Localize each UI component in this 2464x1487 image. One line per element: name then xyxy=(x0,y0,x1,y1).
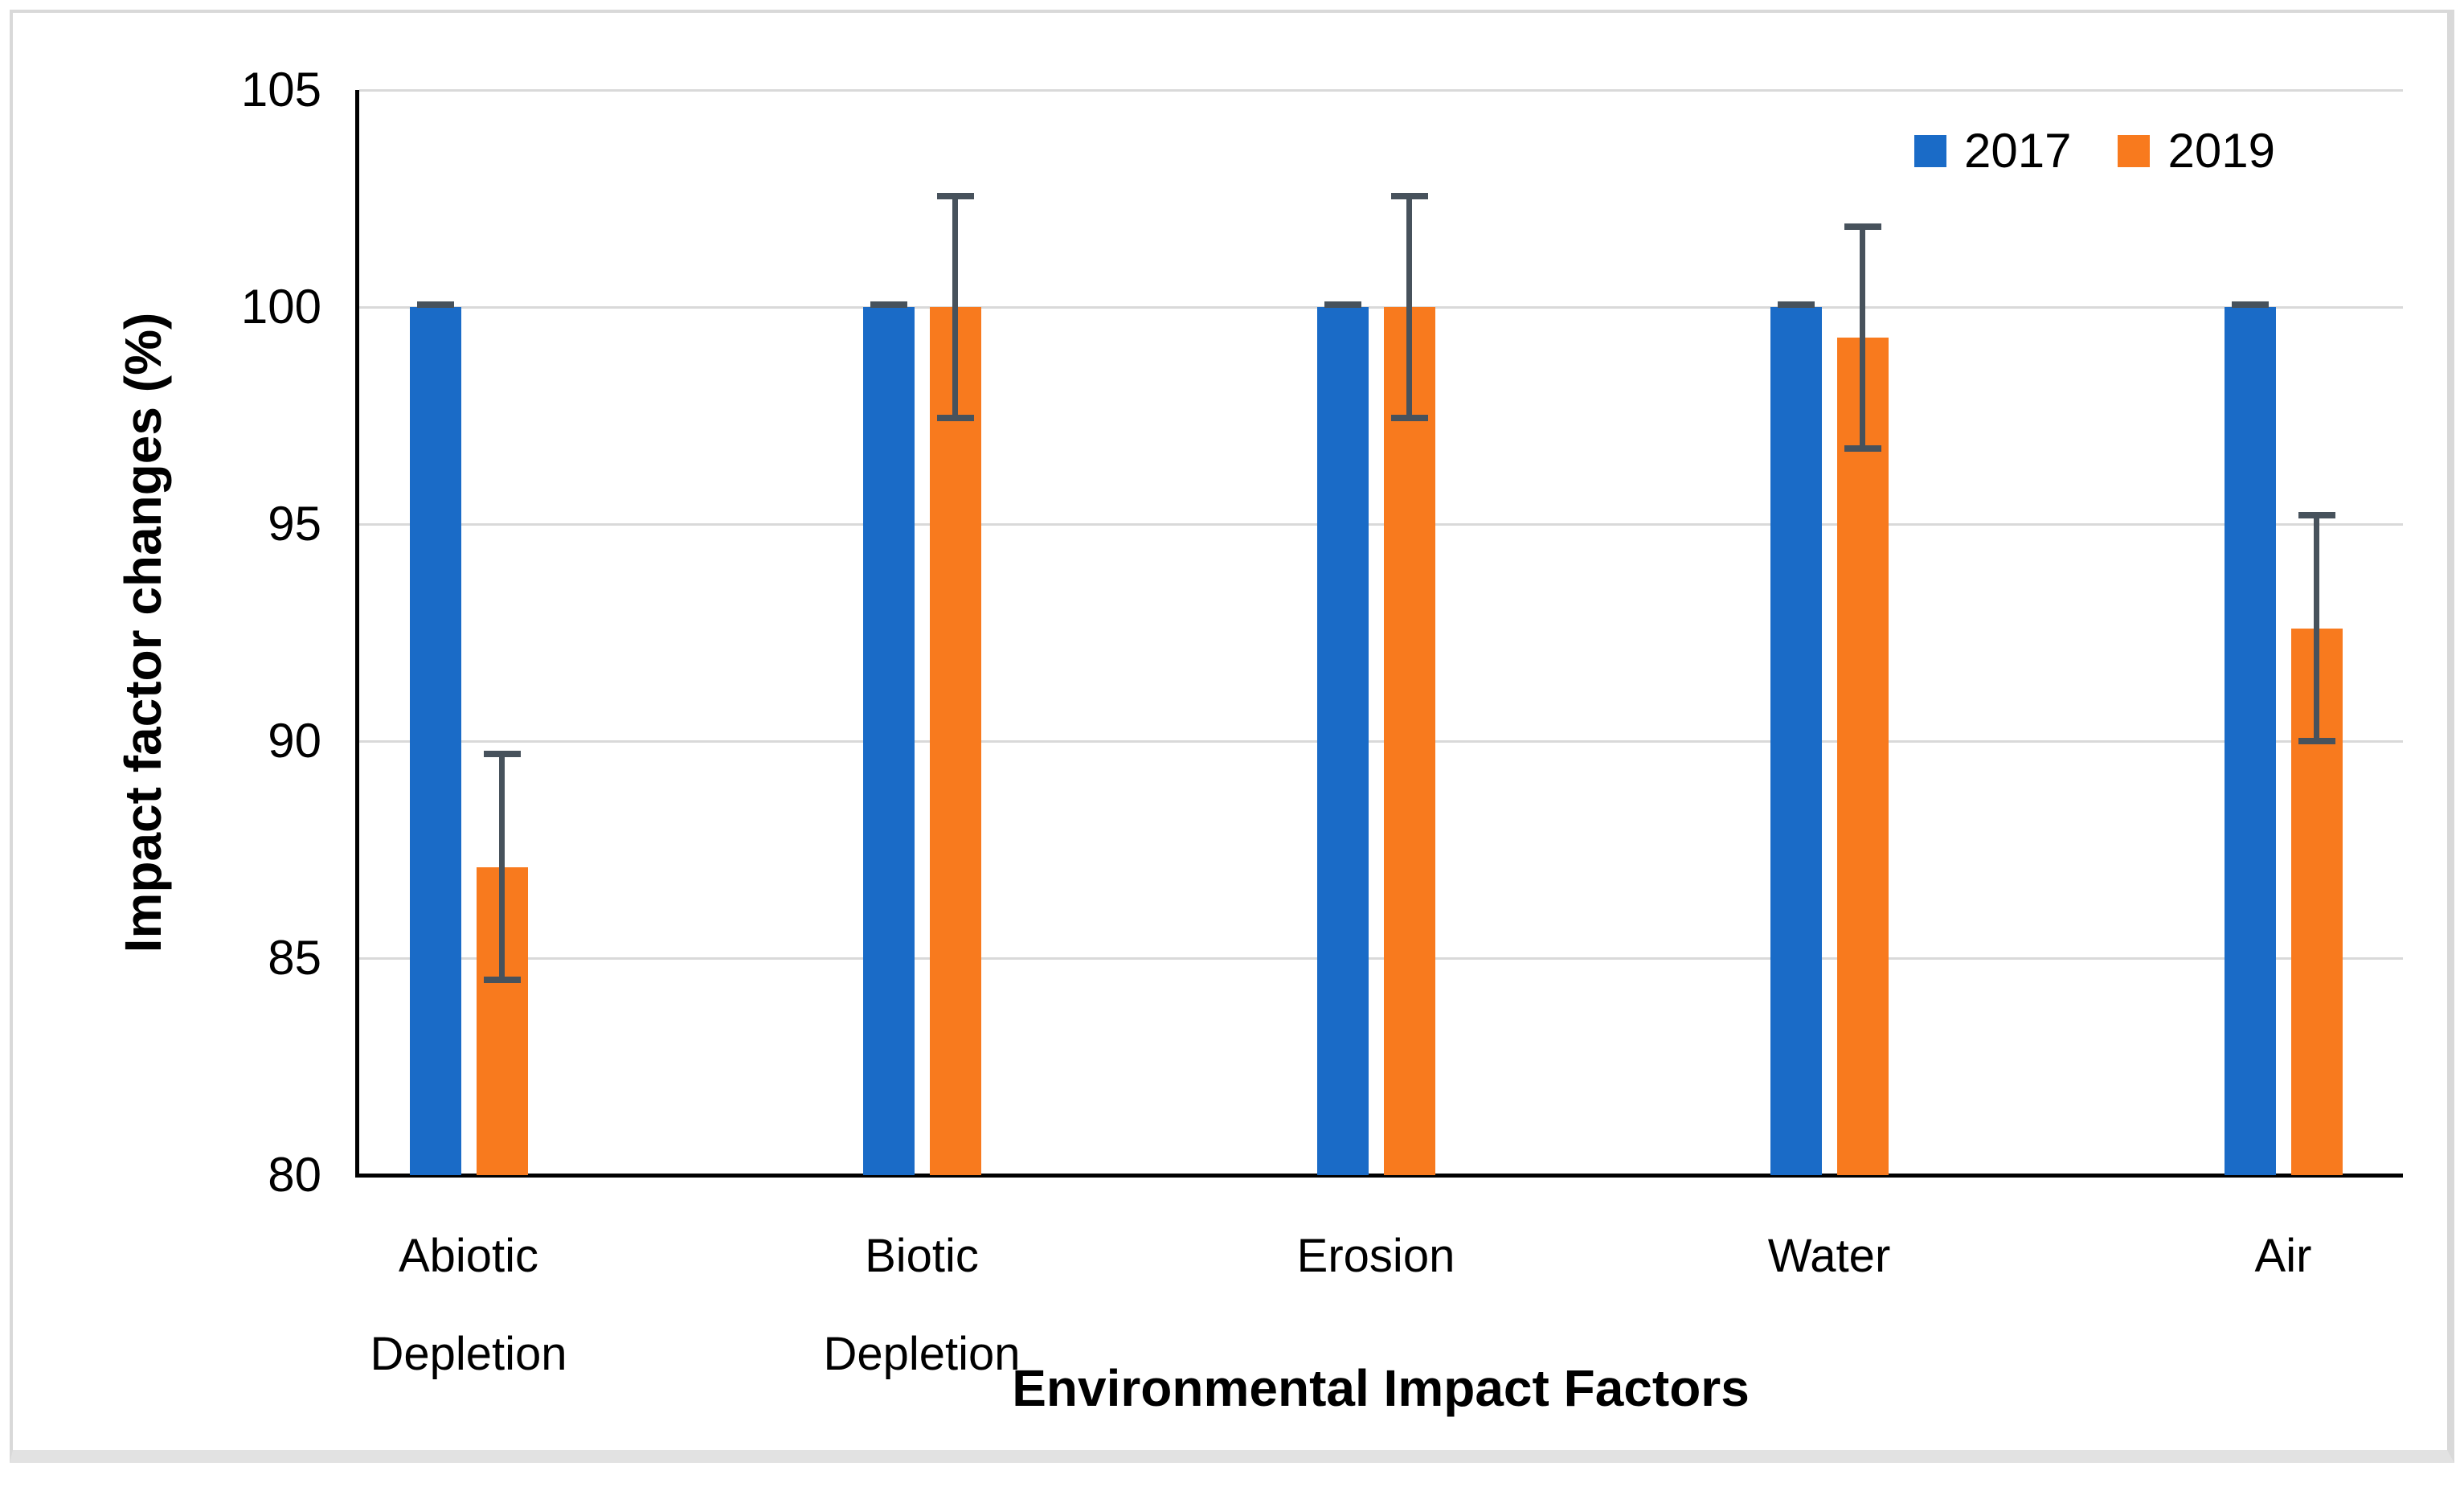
error-bar-2017-air-cap xyxy=(2231,301,2269,309)
bar-2019-biotic-depletion[interactable] xyxy=(929,307,981,1175)
x-category-label-water: Water xyxy=(1588,1207,2070,1305)
legend-swatch-2017 xyxy=(1914,135,1946,167)
error-bar-2019-abiotic-depletion-bottom-cap xyxy=(483,977,521,983)
error-bar-2019-abiotic-depletion xyxy=(499,754,505,980)
x-category-label-line: Air xyxy=(2254,1230,2312,1282)
error-bar-2019-erosion xyxy=(1406,196,1412,418)
x-category-label-air: Air xyxy=(2042,1207,2464,1305)
gridline-100 xyxy=(359,306,2403,309)
y-tick-label-85: 85 xyxy=(268,931,321,985)
x-category-label-line: Erosion xyxy=(1296,1230,1455,1282)
bar-2017-air[interactable] xyxy=(2224,307,2276,1175)
legend-item-2017[interactable]: 2017 xyxy=(1914,127,2071,175)
error-bar-2019-biotic-depletion-top-cap xyxy=(936,193,974,200)
y-tick-label-80: 80 xyxy=(268,1148,321,1202)
x-category-label-line: Biotic xyxy=(865,1230,979,1282)
x-category-label-line: Depletion xyxy=(370,1328,567,1380)
error-bar-2019-air xyxy=(2314,515,2319,741)
error-bar-2017-biotic-depletion-cap xyxy=(870,301,907,309)
error-bar-2019-biotic-depletion-bottom-cap xyxy=(936,414,974,421)
error-bar-2019-air-bottom-cap xyxy=(2298,738,2335,744)
x-category-label-line: Water xyxy=(1767,1230,1891,1282)
error-bar-2017-water-cap xyxy=(1777,301,1815,309)
x-category-label-line: Abiotic xyxy=(398,1230,539,1282)
error-bar-2019-erosion-bottom-cap xyxy=(1390,414,1428,421)
bar-2017-erosion[interactable] xyxy=(1316,307,1369,1175)
x-category-label-erosion: Erosion xyxy=(1135,1207,1617,1305)
error-bar-2019-water xyxy=(1860,227,1865,449)
bar-2019-erosion[interactable] xyxy=(1383,307,1435,1175)
bar-2017-biotic-depletion[interactable] xyxy=(862,307,915,1175)
x-category-label-biotic-depletion: Biotic Depletion xyxy=(681,1207,1163,1403)
y-tick-label-90: 90 xyxy=(268,714,321,768)
error-bar-2019-erosion-top-cap xyxy=(1390,193,1428,200)
x-category-label-abiotic-depletion: Abiotic Depletion xyxy=(227,1207,710,1403)
bar-2017-abiotic-depletion[interactable] xyxy=(409,307,461,1175)
y-tick-label-105: 105 xyxy=(240,63,321,117)
error-bar-2017-abiotic-depletion-cap xyxy=(416,301,454,309)
y-tick-label-95: 95 xyxy=(268,497,321,551)
gridline-85 xyxy=(359,957,2403,960)
bar-2019-water[interactable] xyxy=(1836,337,1889,1175)
legend-label-2019: 2019 xyxy=(2167,124,2275,178)
legend: 2017 2019 xyxy=(1914,127,2275,175)
error-bar-2017-erosion-cap xyxy=(1324,301,1361,309)
gridline-105 xyxy=(359,89,2403,92)
error-bar-2019-air-top-cap xyxy=(2298,512,2335,519)
x-axis-line xyxy=(355,1174,2403,1178)
gridline-90 xyxy=(359,740,2403,743)
error-bar-2019-abiotic-depletion-top-cap xyxy=(483,751,521,758)
bar-2017-water[interactable] xyxy=(1770,307,1822,1175)
legend-item-2019[interactable]: 2019 xyxy=(2118,124,2275,178)
y-axis-line xyxy=(355,90,359,1175)
y-axis-title: Impact factor changes (%) xyxy=(114,312,172,953)
legend-label-2017: 2017 xyxy=(1964,124,2072,178)
error-bar-2019-water-top-cap xyxy=(1844,223,1881,231)
error-bar-2019-biotic-depletion xyxy=(952,196,958,418)
x-category-label-line: Depletion xyxy=(823,1328,1021,1380)
y-tick-label-100: 100 xyxy=(240,280,321,334)
error-bar-2019-water-bottom-cap xyxy=(1844,444,1881,452)
gridline-95 xyxy=(359,523,2403,526)
x-axis-title: Environmental Impact Factors xyxy=(1012,1359,1750,1417)
legend-swatch-2019 xyxy=(2118,135,2151,167)
